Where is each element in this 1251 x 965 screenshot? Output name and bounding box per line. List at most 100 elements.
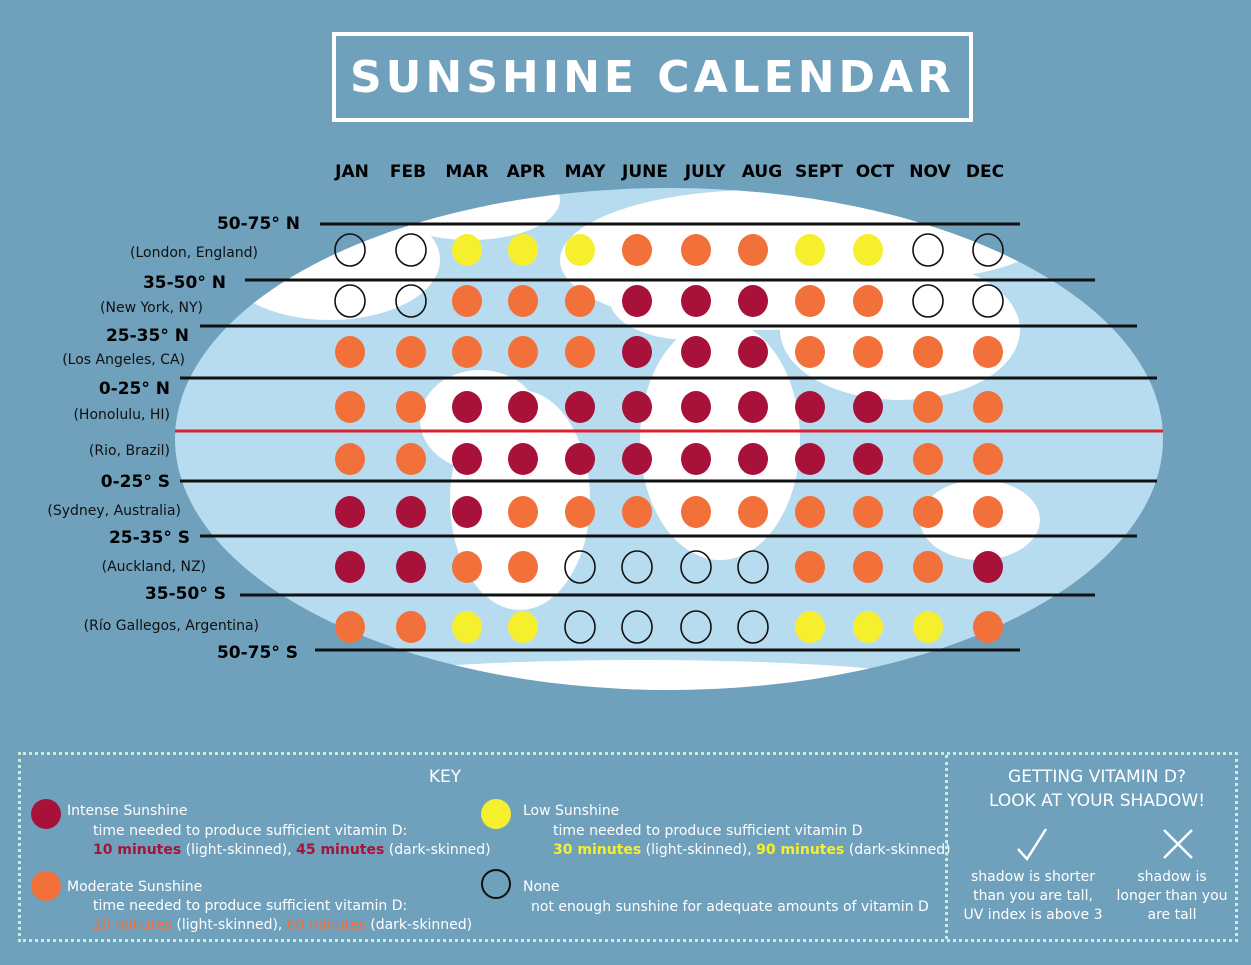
sunshine-dot-intense — [738, 391, 768, 423]
sunshine-dot-intense — [508, 391, 538, 423]
city-label: (Sydney, Australia) — [47, 503, 181, 519]
sunshine-dot-none — [972, 284, 1004, 318]
page-title: SUNSHINE CALENDAR — [349, 51, 956, 103]
month-header: MAY — [564, 162, 606, 182]
sunshine-dot-intense — [681, 336, 711, 368]
moderate-times: 20 minutes (light-skinned), 60 minutes (… — [93, 917, 472, 933]
light-skinned-text: (light-skinned), — [181, 842, 297, 858]
sunshine-dot-moderate — [396, 391, 426, 423]
sunshine-dot-moderate — [396, 336, 426, 368]
sunshine-dot-moderate — [913, 551, 943, 583]
sunshine-dot-none — [972, 233, 1004, 267]
sunshine-dot-intense — [738, 336, 768, 368]
sunshine-dot-intense — [681, 443, 711, 475]
sunshine-dot-intense — [452, 391, 482, 423]
latitude-band-label: 50-75° N — [216, 214, 300, 234]
sunshine-dot-none — [334, 284, 366, 318]
month-header: JULY — [684, 162, 726, 182]
month-header: OCT — [855, 162, 895, 182]
shadow-heading-2: LOOK AT YOUR SHADOW! — [988, 791, 1206, 811]
intense-desc: time needed to produce sufficient vitami… — [93, 823, 408, 839]
sunshine-dot-moderate — [565, 496, 595, 528]
key-panel: KEY Intense Sunshine time needed to prod… — [18, 752, 1238, 942]
latitude-band-label: 25-35° S — [108, 528, 190, 548]
low-time-light: 30 minutes — [553, 842, 642, 858]
month-header: DEC — [965, 162, 1005, 182]
city-label: (Los Angeles, CA) — [62, 352, 185, 368]
shadow-no-text: shadow is longer than you are tall — [1116, 868, 1227, 925]
sunshine-dot-none — [395, 233, 427, 267]
continent-shape — [310, 660, 970, 690]
sunshine-dot-moderate — [853, 285, 883, 317]
none-desc: not enough sunshine for adequate amounts… — [531, 899, 929, 915]
moderate-time-light: 20 minutes — [93, 917, 172, 933]
sunshine-dot-low — [452, 234, 482, 266]
latitude-band-label: 50-75° S — [216, 643, 298, 663]
x-icon — [1163, 829, 1193, 859]
intense-times: 10 minutes (light-skinned), 45 minutes (… — [93, 842, 491, 858]
sunshine-dot-moderate — [738, 234, 768, 266]
sunshine-dot-moderate — [681, 234, 711, 266]
sunshine-dot-moderate — [795, 496, 825, 528]
sunshine-dot-moderate — [452, 285, 482, 317]
sunshine-dot-moderate — [565, 285, 595, 317]
sunshine-dot-low — [565, 234, 595, 266]
dark-skinned-text: (dark-skinned) — [844, 842, 951, 858]
sunshine-dot-moderate — [335, 391, 365, 423]
sunshine-dot-intense — [335, 551, 365, 583]
month-header: SEPT — [795, 162, 843, 182]
sunshine-dot-moderate — [973, 391, 1003, 423]
month-header: FEB — [389, 162, 427, 182]
sunshine-dot-intense — [452, 443, 482, 475]
sunshine-dot-intense — [681, 285, 711, 317]
sunshine-dot-moderate — [452, 336, 482, 368]
sunshine-dot-intense — [565, 443, 595, 475]
sunshine-dot-moderate — [795, 336, 825, 368]
none-circle-icon — [481, 869, 511, 899]
sunshine-dot-low — [452, 611, 482, 643]
city-label: (Rio, Brazil) — [88, 443, 170, 459]
month-header: AUG — [741, 162, 783, 182]
sunshine-dot-moderate — [795, 285, 825, 317]
shadow-yes-line: UV index is above 3 — [963, 907, 1103, 923]
sunshine-dot-none — [737, 550, 769, 584]
sunshine-dot-none — [680, 610, 712, 644]
sunshine-dot-moderate — [335, 336, 365, 368]
sunshine-dot-moderate — [973, 336, 1003, 368]
sunshine-dot-none — [621, 610, 653, 644]
sunshine-dot-intense — [508, 443, 538, 475]
sunshine-dot-moderate — [452, 551, 482, 583]
sunshine-dot-moderate — [913, 443, 943, 475]
sunshine-dot-intense — [565, 391, 595, 423]
sunshine-dot-moderate — [853, 551, 883, 583]
sunshine-dot-moderate — [853, 496, 883, 528]
moderate-label: Moderate Sunshine — [67, 879, 203, 895]
sunshine-dot-moderate — [396, 611, 426, 643]
sunshine-dot-none — [737, 610, 769, 644]
key-heading: KEY — [428, 767, 462, 787]
sunshine-dot-moderate — [913, 496, 943, 528]
low-label: Low Sunshine — [523, 803, 620, 819]
low-time-dark: 90 minutes — [756, 842, 845, 858]
sunshine-dot-none — [621, 550, 653, 584]
latitude-band-label: 0-25° N — [98, 379, 170, 399]
sunshine-dot-intense — [622, 336, 652, 368]
month-header: APR — [506, 162, 546, 182]
sunshine-dot-intense — [853, 443, 883, 475]
continent-shape — [420, 370, 540, 470]
continent-shape — [780, 260, 1020, 400]
sunshine-dot-moderate — [508, 285, 538, 317]
sunshine-dot-moderate — [795, 551, 825, 583]
sunshine-dot-moderate — [681, 496, 711, 528]
shadow-yes-text: shadow is shorter than you are tall, UV in… — [964, 868, 1103, 925]
sunshine-dot-none — [564, 610, 596, 644]
sunshine-dot-moderate — [508, 336, 538, 368]
sunshine-dot-none — [564, 550, 596, 584]
month-header: MAR — [445, 162, 489, 182]
month-header: JAN — [335, 162, 369, 182]
sunshine-dot-moderate — [622, 234, 652, 266]
sunshine-dot-moderate — [913, 391, 943, 423]
shadow-yes-line: than you are tall, — [973, 888, 1093, 904]
light-skinned-text: (light-skinned), — [171, 917, 287, 933]
sunshine-dot-moderate — [508, 551, 538, 583]
